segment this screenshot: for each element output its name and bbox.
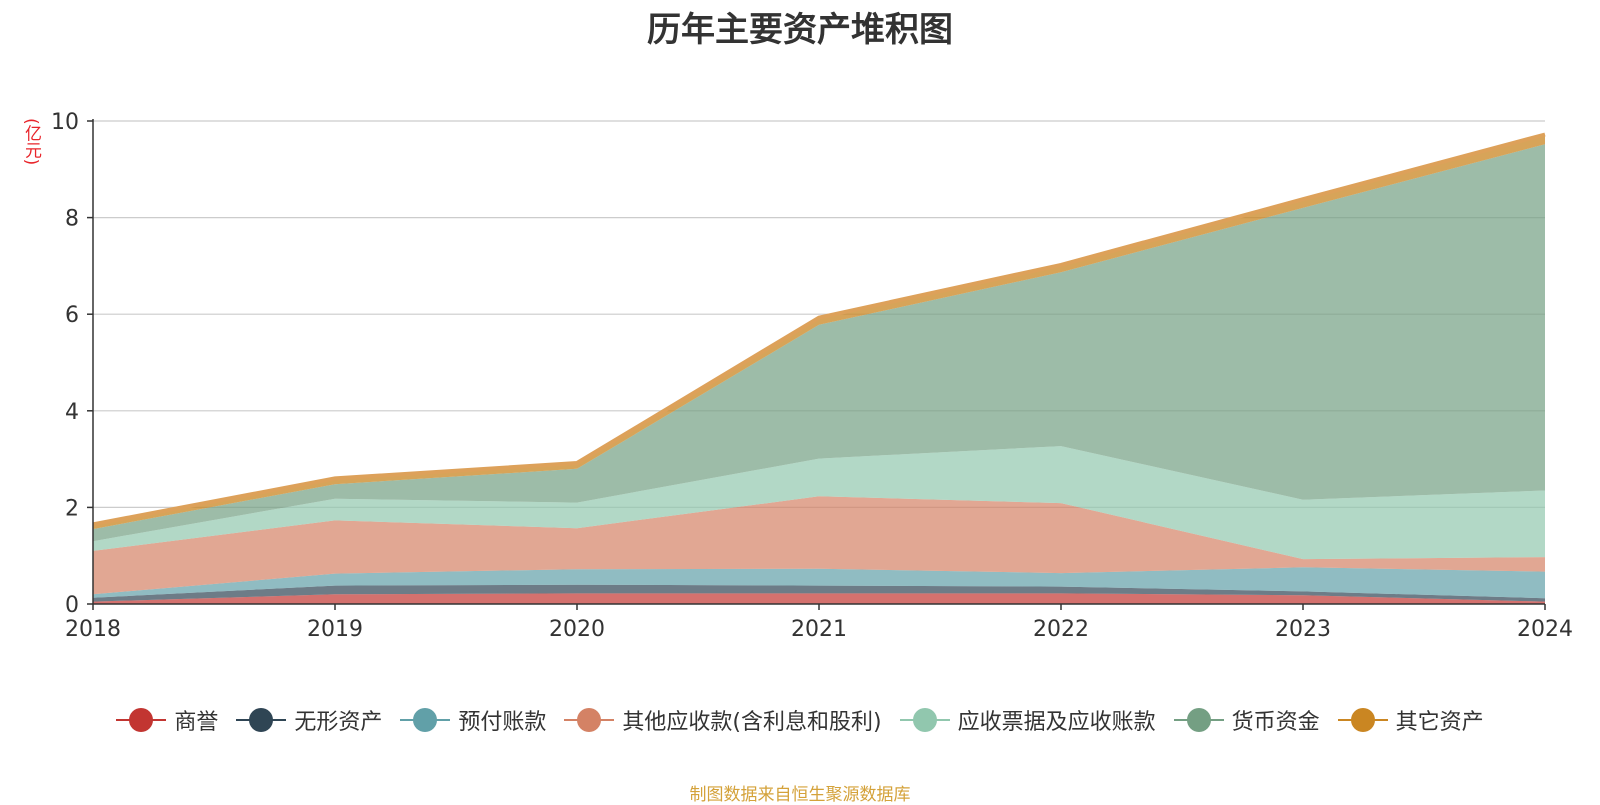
x-tick-label: 2018 [65,617,121,642]
source-note: 制图数据来自恒生聚源数据库 [689,785,911,805]
y-tick-label: 6 [65,303,79,328]
x-tick-label: 2019 [307,617,363,642]
legend-marker-dot [129,708,154,732]
y-axis-unit-label: (亿元) [21,118,41,166]
area-series-4 [93,496,1545,595]
legend-item-3[interactable]: 预付账款 [400,704,546,736]
legend-marker-icon [564,707,615,733]
x-tick-label: 2023 [1275,617,1331,642]
chart-title: 历年主要资产堆积图 [647,10,953,50]
x-tick-label: 2022 [1033,617,1089,642]
legend-label: 预付账款 [458,710,547,735]
legend-marker-dot [249,708,274,732]
legend-marker-icon [1173,707,1224,733]
stacked-areas [92,132,1546,604]
y-tick-label: 4 [65,400,79,425]
legend-label: 应收票据及应收账款 [957,710,1156,735]
legend-item-5[interactable]: 应收票据及应收账款 [899,704,1156,736]
legend-label: 货币资金 [1231,710,1320,735]
x-tick-label: 2024 [1517,617,1573,642]
x-tick-label: 2020 [549,617,605,642]
legend-marker-icon [899,707,950,733]
legend-marker-icon [1337,707,1388,733]
area-series-2 [93,584,1545,602]
legend-marker-icon [116,707,167,733]
y-tick-label: 2 [65,496,79,521]
legend-label: 无形资产 [294,710,383,735]
area-series-3 [93,567,1545,599]
legend-label: 其他应收款(含利息和股利) [622,710,882,735]
legend-marker-dot [912,708,937,732]
legend-marker-dot [577,708,602,732]
y-tick-label: 10 [51,110,79,135]
legend-item-6[interactable]: 货币资金 [1173,704,1320,736]
legend-marker-dot [1350,708,1375,732]
chart-plot: 0 2 4 6 8 10 2018 2019 2020 2021 2022 2023 2024 [51,110,1573,642]
y-tick-label: 8 [65,207,79,232]
area-series-5 [93,446,1545,560]
legend-item-7[interactable]: 其它资产 [1337,704,1484,736]
area-series-6 [93,144,1545,542]
legend: 商誉 无形资产 预付账款 其他应收款(含利息和股利) 应收票据及应收账款 货币资金 其它资产 [0,700,1600,740]
legend-label: 其它资产 [1395,710,1484,735]
area-series-1 [93,593,1545,604]
legend-item-2[interactable]: 无形资产 [236,704,382,736]
legend-marker-icon [236,707,287,733]
legend-item-1[interactable]: 商誉 [116,704,218,736]
stack-top-line [92,132,1546,527]
legend-label: 商誉 [174,710,219,735]
axes: 0 2 4 6 8 10 2018 2019 2020 2021 2022 2023 2024 [51,110,1573,642]
legend-item-4[interactable]: 其他应收款(含利息和股利) [564,704,882,736]
x-tick-label: 2021 [791,617,847,642]
legend-marker-dot [1186,708,1211,732]
y-tick-label: 0 [65,593,79,618]
legend-marker-dot [413,708,438,732]
legend-marker-icon [400,707,451,733]
